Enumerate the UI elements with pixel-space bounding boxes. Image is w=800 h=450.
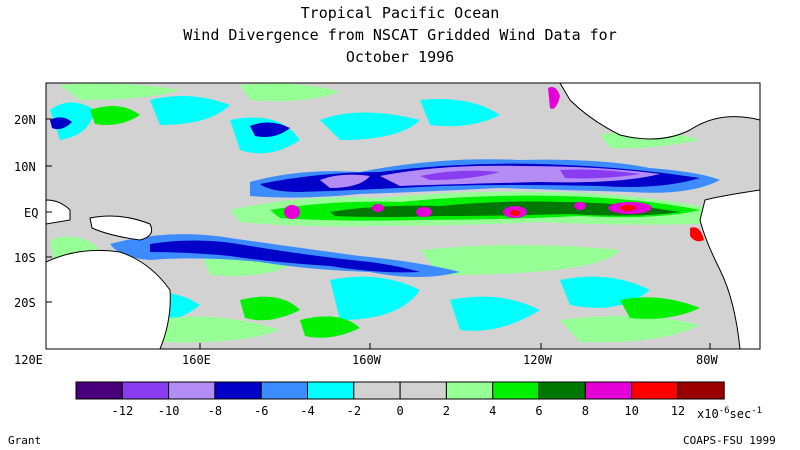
title-line-1: Tropical Pacific Ocean [300,4,500,22]
colorbar-swatch [538,381,586,400]
colorbar-tick-label: 4 [489,404,497,418]
colorbar-tick-label: 0 [396,404,404,418]
colorbar-swatch [445,381,494,400]
units-exponent-2: -1 [751,406,763,416]
colorbar-swatch [353,381,401,400]
colorbar-swatch [121,381,170,400]
lon-label-120w: 120W [523,353,552,367]
colorbar-swatch [214,381,262,400]
colorbar-swatch [168,381,216,400]
colorbar-tick-label: 2 [442,404,451,418]
mexico-divergence-spot [548,87,560,109]
coastal-divergence-spot [690,227,704,242]
colorbar-tick-label: -8 [207,404,223,418]
colorbar-tick-label: -4 [300,404,315,418]
colorbar-swatch [75,381,123,400]
colorbar-swatch [399,381,447,400]
central-america-land [559,83,760,140]
colorbar-swatch [584,381,633,400]
colorbar-tick-label: 8 [581,404,589,418]
lat-ticks [46,118,52,303]
lat-label-20s: 20S [14,296,36,310]
lon-ticks [199,343,711,349]
title-line-2: Wind Divergence from NSCAT Gridded Wind … [183,26,617,44]
lat-label-10n: 10N [14,160,36,174]
colorbar-swatch [260,381,309,400]
colorbar-swatch [631,381,679,400]
map-field [46,83,760,349]
lat-label-10s: 10S [14,251,36,265]
colorbar-swatch [677,381,725,400]
itcz-convergence-peak-2 [560,169,640,179]
title-line-3: October 1996 [345,48,455,66]
colorbar [75,381,725,400]
colorbar-units: x10-6sec-1 [697,404,762,421]
itcz-convergence-core-1 [320,174,370,188]
footer-author: Grant [8,434,42,447]
units-base: x10 [697,407,719,421]
colorbar-tick-label: -12 [111,404,134,418]
lon-label-160w: 160W [352,353,381,367]
colorbar-tick-label: 12 [670,404,686,418]
map-frame [45,82,761,350]
colorbar-tick-label: 6 [535,404,543,418]
colorbar-swatch [307,381,355,400]
west-convergence-spot-1 [250,122,290,137]
moderate-divergence-areas [90,106,700,338]
south-america-land [699,189,760,349]
west-convergence-spot-2 [50,117,72,130]
units-exponent: -6 [718,406,730,416]
new-guinea-land [89,215,153,241]
colorbar-tick-label: -10 [157,404,180,418]
itcz-convergence-peak-1 [420,170,500,180]
spcz-convergence-mid [150,240,420,273]
lon-label-120e: 120E [14,353,43,367]
equatorial-divergence-peaks [284,202,652,219]
colorbar-tick-label: -2 [346,404,362,418]
weak-divergence-areas [50,83,700,343]
lat-label-eq: EQ [24,206,39,220]
land-masses [46,83,760,349]
australia-land [46,249,171,349]
lon-label-80w: 80W [696,353,718,367]
units-rest: sec [729,407,752,421]
lon-label-160e: 160E [182,353,211,367]
colorbar-tick-label: -6 [254,404,269,418]
equatorial-divergence-max [510,205,636,216]
lat-label-20n: 20N [14,113,36,127]
colorbar-tick-label: 10 [624,404,639,418]
colorbar-swatch [492,381,540,400]
borneo-land [46,199,71,225]
footer-credit: COAPS-FSU 1999 [683,434,776,447]
